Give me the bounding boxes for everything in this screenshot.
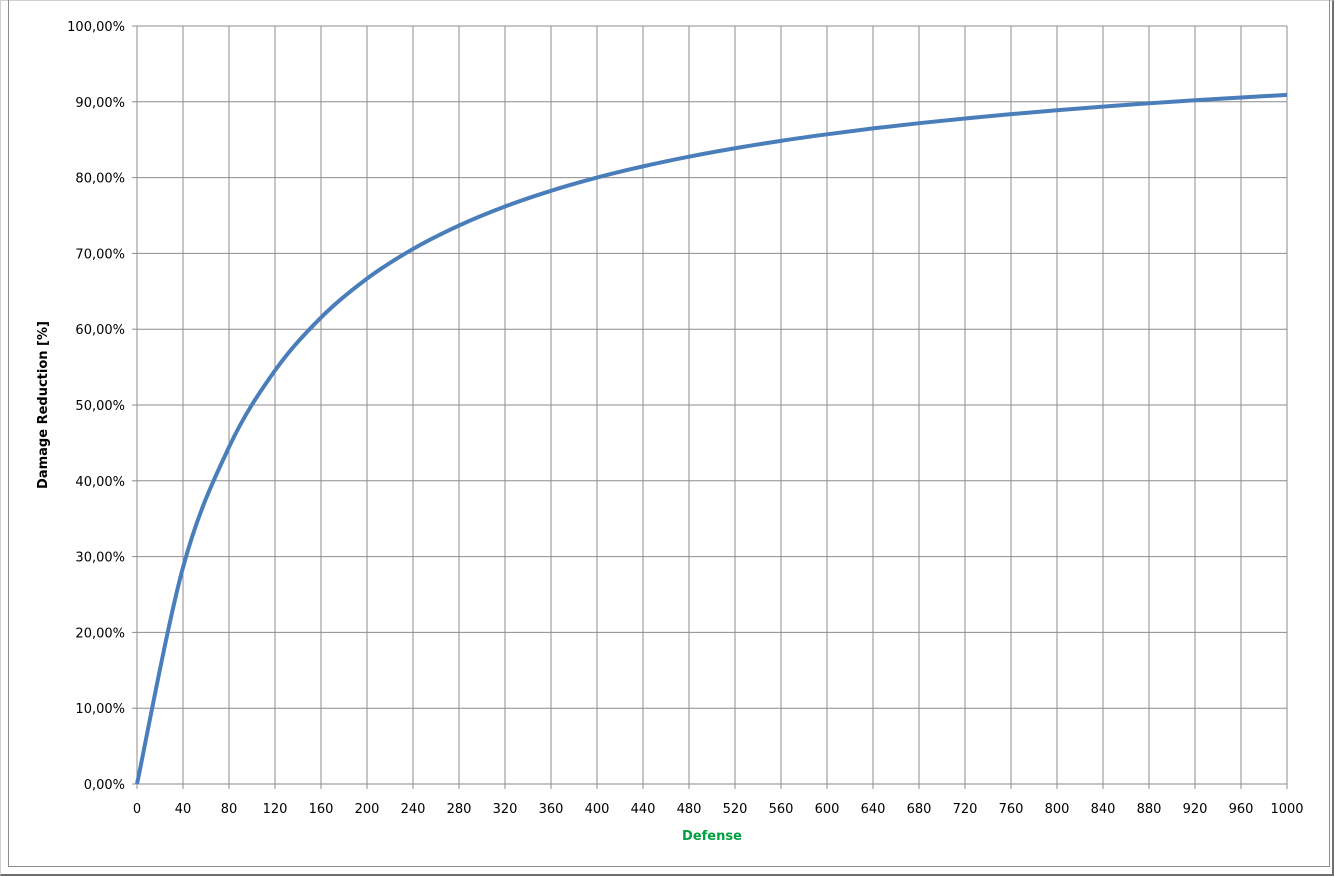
x-tick-label: 920	[1183, 802, 1208, 817]
x-tick-label: 600	[815, 802, 840, 817]
x-axis-title: Defense	[682, 829, 742, 844]
x-tick-label: 280	[447, 802, 472, 817]
x-tick-label: 160	[309, 802, 334, 817]
x-tick-label: 800	[1045, 802, 1070, 817]
y-tick-label: 0,00%	[84, 778, 125, 793]
x-tick-label: 200	[355, 802, 380, 817]
chart-area	[8, 0, 1330, 867]
x-tick-label: 840	[1091, 802, 1116, 817]
x-tick-label: 640	[861, 802, 886, 817]
x-tick-label: 720	[953, 802, 978, 817]
y-tick-label: 10,00%	[75, 702, 125, 717]
x-tick-label: 0	[133, 802, 141, 817]
x-tick-label: 560	[769, 802, 794, 817]
y-axis-title: Damage Reduction [%]	[36, 321, 51, 489]
x-tick-label: 1000	[1270, 802, 1303, 817]
y-tick-label: 40,00%	[75, 475, 125, 490]
x-tick-label: 760	[999, 802, 1024, 817]
x-tick-label: 360	[539, 802, 564, 817]
series-line	[135, 92, 1288, 785]
y-tick-label: 60,00%	[75, 323, 125, 338]
x-tick-label: 400	[585, 802, 610, 817]
x-tick-label: 80	[221, 802, 238, 817]
x-tick-label: 960	[1229, 802, 1254, 817]
x-tick-label: 880	[1137, 802, 1162, 817]
y-tick-label: 100,00%	[67, 20, 125, 35]
y-tick-label: 30,00%	[75, 551, 125, 566]
x-tick-label: 320	[493, 802, 518, 817]
x-tick-label: 40	[175, 802, 192, 817]
y-tick-label: 90,00%	[75, 96, 125, 111]
x-tick-label: 120	[263, 802, 288, 817]
x-tick-label: 440	[631, 802, 656, 817]
x-tick-label: 520	[723, 802, 748, 817]
x-tick-label: 240	[401, 802, 426, 817]
y-tick-label: 80,00%	[75, 172, 125, 187]
y-tick-label: 20,00%	[75, 626, 125, 641]
y-tick-label: 70,00%	[75, 247, 125, 262]
y-tick-label: 50,00%	[75, 399, 125, 414]
x-tick-label: 480	[677, 802, 702, 817]
x-tick-label: 680	[907, 802, 932, 817]
